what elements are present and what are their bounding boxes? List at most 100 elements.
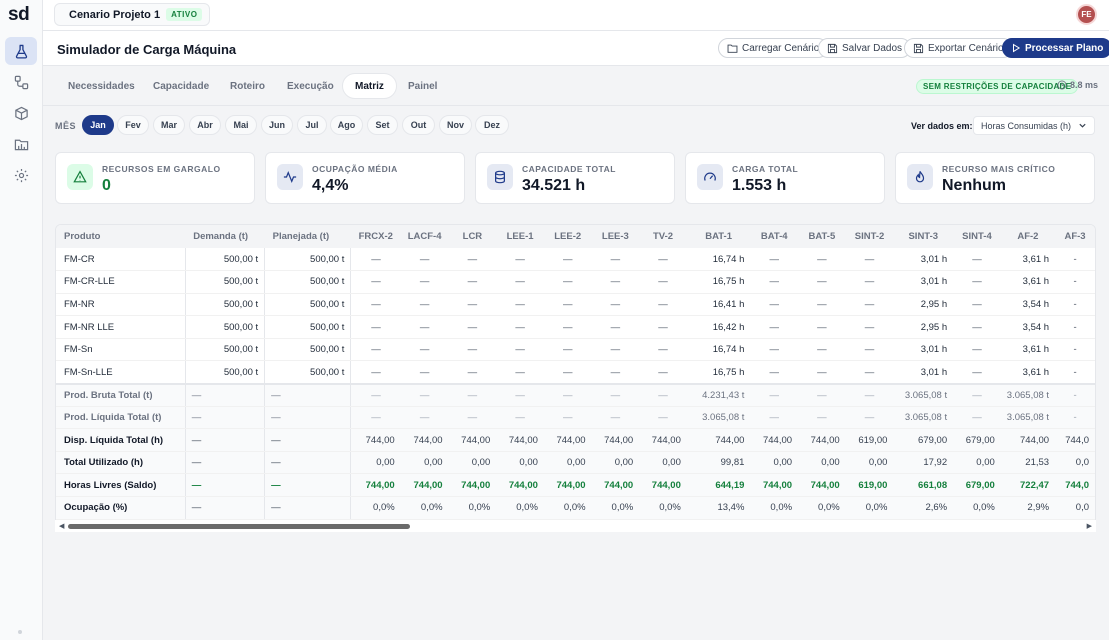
summary-cell: -: [1055, 406, 1095, 430]
summary-cell: 3.065,08 t: [1000, 382, 1056, 407]
month-label: MÊS: [55, 121, 77, 131]
column-header[interactable]: Demanda (t): [185, 225, 265, 248]
column-header[interactable]: LCR: [448, 225, 497, 248]
horizontal-scrollbar[interactable]: ◀ ▶: [55, 520, 1096, 532]
clock-icon: [1057, 80, 1067, 90]
summary-cell: —: [845, 382, 894, 407]
table-cell: —: [750, 315, 799, 339]
month-jun[interactable]: Jun: [261, 115, 293, 135]
table-cell: —: [591, 248, 640, 272]
view-data-select[interactable]: Horas Consumidas (h): [973, 116, 1095, 135]
summary-cell: —: [543, 406, 592, 430]
summary-cell: 3.065,08 t: [686, 406, 751, 430]
tab-matriz[interactable]: Matriz: [342, 73, 397, 99]
month-fev[interactable]: Fev: [117, 115, 149, 135]
column-header[interactable]: BAT-4: [750, 225, 799, 248]
summary-cell: —: [185, 496, 266, 520]
flask-icon[interactable]: [5, 37, 37, 65]
column-header[interactable]: FRCX-2: [350, 225, 401, 248]
table-cell: —: [448, 248, 497, 272]
box-icon[interactable]: [5, 99, 37, 127]
summary-cell: 0,00: [750, 451, 799, 475]
month-set[interactable]: Set: [367, 115, 398, 135]
tab-roteiro[interactable]: Roteiro: [230, 80, 265, 92]
column-header[interactable]: SINT-4: [953, 225, 1001, 248]
save-icon: [827, 43, 838, 53]
table-cell: 500,00 t: [264, 338, 352, 362]
scroll-thumb[interactable]: [68, 524, 410, 529]
tab-necessidades[interactable]: Necessidades: [68, 80, 135, 92]
load-scenario-button[interactable]: Carregar Cenário: [718, 38, 829, 58]
scroll-left-icon[interactable]: ◀: [59, 523, 65, 530]
flow-icon[interactable]: [5, 68, 37, 96]
column-header[interactable]: AF-3: [1055, 225, 1095, 248]
table-cell: 500,00 t: [264, 315, 352, 339]
table-cell: —: [750, 270, 799, 294]
month-mar[interactable]: Mar: [153, 115, 185, 135]
tab-execucao[interactable]: Execução: [287, 80, 334, 92]
column-header[interactable]: SINT-3: [893, 225, 954, 248]
summary-cell: —: [750, 382, 799, 407]
summary-cell: 0,0%: [953, 496, 1001, 520]
table-cell: 500,00 t: [185, 248, 266, 272]
column-header[interactable]: TV-2: [639, 225, 687, 248]
column-header[interactable]: LEE-3: [591, 225, 640, 248]
summary-cell: 744,00: [750, 428, 799, 452]
project-selector[interactable]: Cenario Projeto 1 ATIVO: [54, 3, 210, 26]
table-cell: FM-NR LLE: [56, 315, 186, 339]
folder-icon[interactable]: [5, 130, 37, 158]
column-header[interactable]: SINT-2: [845, 225, 894, 248]
summary-cell: 0,00: [496, 451, 544, 475]
table-cell: —: [798, 293, 846, 317]
month-nov[interactable]: Nov: [439, 115, 472, 135]
tab-painel[interactable]: Painel: [408, 80, 438, 92]
table-cell: 16,75 h: [686, 360, 751, 385]
process-plan-button[interactable]: Processar Plano: [1002, 38, 1109, 58]
column-header[interactable]: Planejada (t): [264, 225, 351, 248]
column-header[interactable]: LACF-4: [400, 225, 449, 248]
table-cell: -: [1055, 270, 1095, 294]
column-header[interactable]: BAT-5: [798, 225, 846, 248]
summary-cell: —: [185, 406, 266, 430]
tab-capacidade[interactable]: Capacidade: [153, 80, 210, 92]
kpi-label: RECURSOS EM GARGALO: [102, 164, 221, 174]
matrix-table: Produto Demanda (t) Planejada (t) FRCX-2…: [55, 224, 1096, 532]
column-header[interactable]: AF-2: [1000, 225, 1056, 248]
month-ago[interactable]: Ago: [330, 115, 363, 135]
summary-cell: 0,0%: [750, 496, 799, 520]
table-cell: 2,95 h: [893, 293, 954, 317]
month-abr[interactable]: Abr: [189, 115, 221, 135]
table-cell: 500,00 t: [185, 338, 266, 362]
month-dez[interactable]: Dez: [475, 115, 509, 135]
month-mai[interactable]: Mai: [225, 115, 257, 135]
avatar[interactable]: FE: [1076, 4, 1097, 25]
gear-icon[interactable]: [5, 161, 37, 189]
table-cell: —: [448, 270, 497, 294]
column-header[interactable]: LEE-2: [543, 225, 592, 248]
table-cell: —: [591, 270, 640, 294]
month-jan[interactable]: Jan: [82, 115, 114, 135]
table-cell: —: [953, 338, 1001, 362]
table-cell: —: [448, 338, 497, 362]
summary-cell: 0,0: [1055, 496, 1095, 520]
scroll-right-icon[interactable]: ▶: [1086, 523, 1092, 530]
month-out[interactable]: Out: [402, 115, 435, 135]
column-header[interactable]: LEE-1: [496, 225, 544, 248]
save-data-button[interactable]: Salvar Dados: [818, 38, 912, 58]
tabs-row: Necessidades Capacidade Roteiro Execução…: [43, 66, 1109, 106]
sidebar-dot: [18, 630, 22, 634]
summary-cell: —: [400, 406, 449, 430]
month-jul[interactable]: Jul: [297, 115, 327, 135]
summary-cell: 0,0%: [543, 496, 592, 520]
table-cell: —: [798, 270, 846, 294]
summary-cell: 4.231,43 t: [686, 382, 751, 407]
flame-icon: [907, 164, 933, 190]
column-header[interactable]: Produto: [56, 225, 186, 248]
summary-cell: —: [750, 406, 799, 430]
export-scenario-button[interactable]: Exportar Cenário: [904, 38, 1013, 58]
summary-cell: —: [264, 428, 352, 452]
table-cell: 16,75 h: [686, 270, 751, 294]
summary-cell: 0,0%: [845, 496, 894, 520]
column-header[interactable]: BAT-1: [686, 225, 751, 248]
table-header-row: Produto Demanda (t) Planejada (t) FRCX-2…: [56, 225, 1095, 248]
